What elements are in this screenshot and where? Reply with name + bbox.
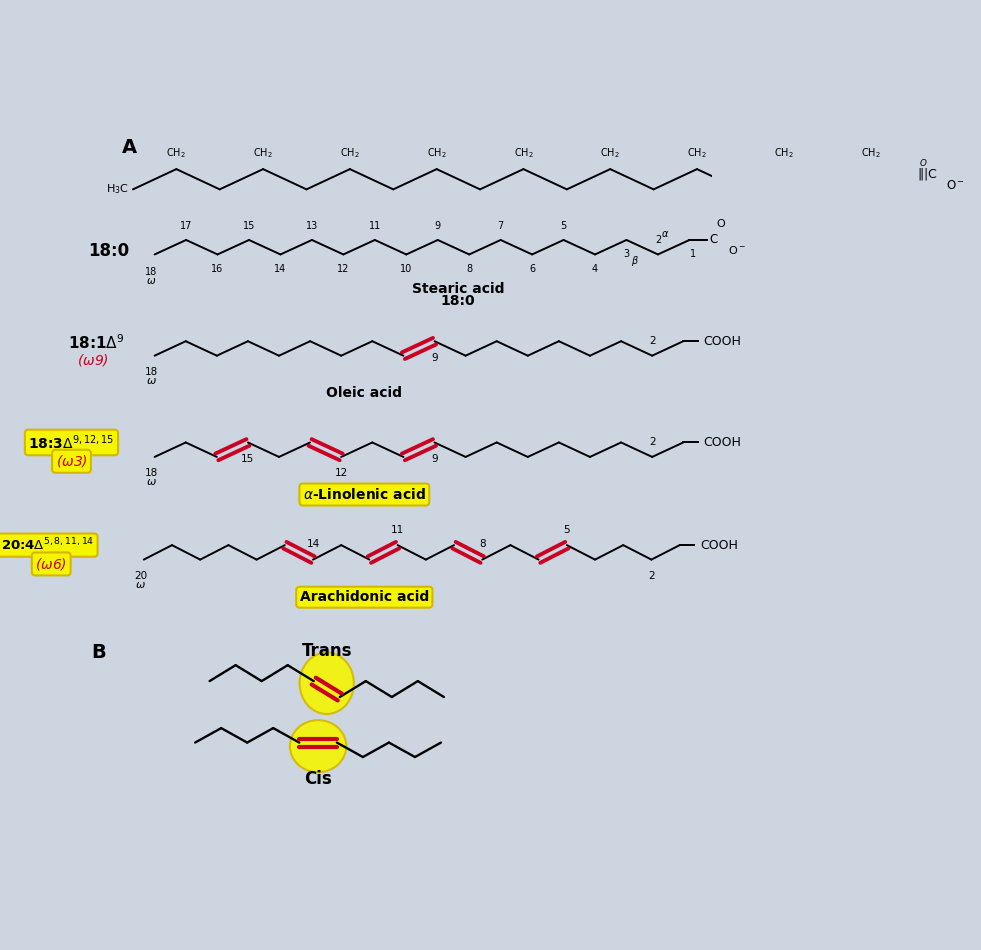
Text: $\overset{O}{\||}$C: $\overset{O}{\||}$C — [916, 159, 937, 184]
Text: 10: 10 — [400, 264, 412, 274]
Text: 14: 14 — [306, 540, 320, 549]
Text: CH$_2$: CH$_2$ — [253, 146, 273, 161]
Text: 2: 2 — [648, 335, 655, 346]
Text: A: A — [122, 138, 137, 157]
Text: 4: 4 — [592, 264, 598, 274]
Text: 18:0: 18:0 — [440, 294, 476, 309]
Text: $\alpha$-Linolenic acid: $\alpha$-Linolenic acid — [303, 487, 426, 502]
Text: 12: 12 — [335, 468, 348, 479]
Text: Oleic acid: Oleic acid — [327, 387, 402, 400]
Text: 18:3$\Delta^{9,12,15}$: 18:3$\Delta^{9,12,15}$ — [28, 433, 115, 452]
Text: Stearic acid: Stearic acid — [412, 282, 504, 296]
Text: 18: 18 — [145, 368, 158, 377]
Text: C: C — [709, 234, 717, 246]
Text: O: O — [716, 219, 725, 229]
Text: 8: 8 — [479, 540, 486, 549]
Text: Trans: Trans — [301, 642, 352, 660]
Text: 9: 9 — [435, 220, 440, 231]
Text: 18: 18 — [145, 468, 158, 479]
Text: CH$_2$: CH$_2$ — [427, 146, 446, 161]
Text: 18:0: 18:0 — [88, 242, 129, 260]
Text: Arachidonic acid: Arachidonic acid — [300, 590, 429, 604]
Text: 6: 6 — [529, 264, 536, 274]
Text: O$^-$: O$^-$ — [947, 180, 965, 192]
Text: ($\omega$6): ($\omega$6) — [35, 556, 67, 572]
Text: 2: 2 — [648, 437, 655, 446]
Text: CH$_2$: CH$_2$ — [687, 146, 707, 161]
Text: CH$_2$: CH$_2$ — [340, 146, 360, 161]
Ellipse shape — [299, 653, 354, 714]
Text: 17: 17 — [180, 220, 192, 231]
Text: Cis: Cis — [304, 770, 332, 788]
Text: 2: 2 — [648, 571, 654, 581]
Text: 5: 5 — [560, 220, 567, 231]
Text: CH$_2$: CH$_2$ — [513, 146, 534, 161]
Text: 7: 7 — [497, 220, 504, 231]
Text: 1: 1 — [690, 250, 697, 259]
Text: ω: ω — [136, 580, 145, 590]
Text: ω: ω — [147, 477, 156, 487]
Text: ($\omega$3): ($\omega$3) — [56, 453, 87, 469]
Text: 20: 20 — [134, 571, 147, 581]
Text: 14: 14 — [275, 264, 286, 274]
Text: H$_3$C: H$_3$C — [106, 182, 129, 197]
Text: ω: ω — [147, 376, 156, 386]
Text: 18: 18 — [145, 268, 157, 277]
Text: β: β — [631, 256, 637, 266]
Text: B: B — [91, 642, 106, 661]
Text: ($\omega$9): ($\omega$9) — [77, 352, 108, 368]
Text: COOH: COOH — [703, 436, 742, 449]
Text: COOH: COOH — [703, 334, 742, 348]
Text: 3: 3 — [623, 250, 630, 259]
Text: COOH: COOH — [699, 539, 738, 552]
Text: O$^-$: O$^-$ — [728, 244, 746, 256]
Text: CH$_2$: CH$_2$ — [167, 146, 186, 161]
Text: 8: 8 — [466, 264, 472, 274]
Text: 11: 11 — [391, 525, 404, 535]
Text: 15: 15 — [243, 220, 255, 231]
Text: 9: 9 — [432, 352, 438, 363]
Ellipse shape — [289, 720, 346, 772]
Text: 20:4$\Delta^{5,8,11,14}$: 20:4$\Delta^{5,8,11,14}$ — [1, 537, 94, 554]
Text: 13: 13 — [306, 220, 318, 231]
Text: 16: 16 — [212, 264, 224, 274]
Text: 9: 9 — [432, 454, 438, 464]
Text: α: α — [662, 229, 668, 238]
Text: 18:1$\Delta^9$: 18:1$\Delta^9$ — [68, 333, 125, 352]
Text: 12: 12 — [337, 264, 349, 274]
Text: CH$_2$: CH$_2$ — [600, 146, 620, 161]
Text: 15: 15 — [241, 454, 254, 464]
Text: ω: ω — [146, 276, 155, 286]
Text: 5: 5 — [563, 525, 570, 535]
Text: 2: 2 — [654, 235, 661, 245]
Text: CH$_2$: CH$_2$ — [860, 146, 880, 161]
Text: CH$_2$: CH$_2$ — [774, 146, 794, 161]
Text: 11: 11 — [369, 220, 381, 231]
